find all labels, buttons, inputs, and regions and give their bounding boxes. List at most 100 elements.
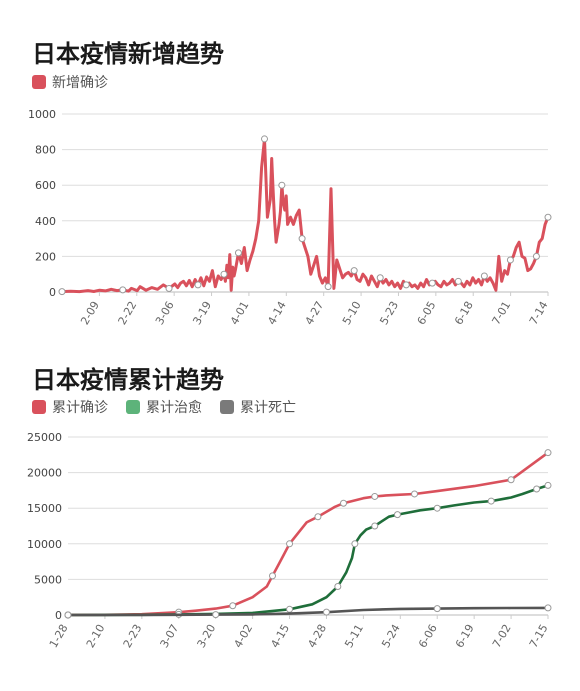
- data-point[interactable]: [433, 504, 441, 512]
- y-tick-label: 20000: [27, 467, 62, 480]
- data-point[interactable]: [278, 181, 286, 189]
- data-point[interactable]: [533, 485, 541, 493]
- data-point[interactable]: [371, 492, 379, 500]
- legend-label: 新增确诊: [52, 75, 108, 91]
- x-tick-label: 6-18: [452, 299, 476, 327]
- data-point[interactable]: [402, 281, 410, 289]
- data-point[interactable]: [324, 283, 332, 291]
- data-point[interactable]: [411, 490, 419, 498]
- chart-title: 日本疫情新增趋势: [32, 40, 224, 68]
- data-point[interactable]: [234, 249, 242, 257]
- data-point[interactable]: [314, 513, 322, 521]
- x-tick-label: 7-14: [527, 299, 551, 327]
- data-point[interactable]: [261, 135, 268, 143]
- legend-swatch: [220, 400, 234, 414]
- legend-swatch: [32, 400, 46, 414]
- y-tick-label: 25000: [27, 431, 62, 444]
- x-tick-label: 5-23: [377, 299, 401, 327]
- legend-swatch: [32, 75, 46, 89]
- chart-legend: 新增确诊: [32, 72, 108, 92]
- y-tick-label: 800: [35, 144, 56, 157]
- y-tick-label: 5000: [34, 573, 62, 586]
- chart-panel-cumulative: 日本疫情累计趋势 累计确诊 累计治愈 累计死亡 0 5000 10000 15000 200…: [0, 340, 580, 691]
- data-point[interactable]: [376, 274, 384, 282]
- data-point[interactable]: [480, 272, 488, 280]
- series-line: [66, 451, 550, 617]
- data-point[interactable]: [340, 499, 348, 507]
- legend-label: 累计确诊: [52, 400, 108, 416]
- x-tick-label: 2-23: [121, 622, 145, 650]
- x-tick-label: 5-10: [340, 299, 364, 327]
- x-tick-label: 7-02: [490, 622, 514, 650]
- chart-title: 日本疫情累计趋势: [32, 366, 224, 394]
- data-point[interactable]: [532, 252, 540, 260]
- data-point[interactable]: [544, 449, 552, 457]
- y-tick-label: 10000: [27, 538, 62, 551]
- data-point[interactable]: [165, 284, 173, 292]
- data-point[interactable]: [212, 611, 220, 619]
- data-point[interactable]: [544, 604, 552, 612]
- x-tick-label: 2-10: [84, 622, 108, 650]
- chart-legend: 累计确诊 累计治愈 累计死亡: [32, 397, 296, 417]
- data-point[interactable]: [544, 213, 552, 221]
- x-tick-label: 4-14: [265, 299, 289, 327]
- x-tick-label: 1-28: [47, 622, 71, 650]
- x-tick-label: 5-24: [379, 622, 403, 650]
- data-point[interactable]: [507, 476, 515, 484]
- data-point[interactable]: [286, 540, 294, 548]
- x-tick-label: 4-15: [268, 622, 292, 650]
- legend-item[interactable]: 累计治愈: [126, 397, 202, 417]
- chart-panel-daily: 日本疫情新增趋势 新增确诊 0 200 400 600 800 1000 2-09 2-22 3…: [0, 0, 580, 340]
- data-point[interactable]: [334, 583, 342, 591]
- y-tick-label: 1000: [28, 108, 56, 121]
- legend-item[interactable]: 新增确诊: [32, 72, 108, 92]
- data-point[interactable]: [454, 277, 462, 285]
- x-tick-label: 7-01: [489, 299, 513, 327]
- data-point[interactable]: [393, 511, 401, 519]
- x-tick-label: 3-20: [195, 622, 219, 650]
- x-tick-label: 2-09: [78, 299, 102, 327]
- x-tick-label: 7-15: [527, 622, 551, 650]
- y-tick-label: 15000: [27, 502, 62, 515]
- x-tick-label: 4-02: [231, 622, 255, 650]
- data-point[interactable]: [64, 611, 72, 619]
- x-tick-label: 5-11: [342, 622, 366, 650]
- y-tick-label: 200: [35, 250, 56, 263]
- legend-item[interactable]: 累计死亡: [220, 397, 296, 417]
- data-point[interactable]: [506, 256, 514, 264]
- series-line: [66, 484, 550, 617]
- x-tick-label: 3-19: [190, 299, 214, 327]
- data-point[interactable]: [322, 608, 330, 616]
- data-point[interactable]: [229, 602, 237, 610]
- x-tick-label: 6-19: [453, 622, 477, 650]
- legend-label: 累计治愈: [146, 400, 202, 416]
- x-tick-label: 4-27: [303, 299, 327, 327]
- data-point[interactable]: [298, 235, 306, 243]
- data-point[interactable]: [428, 279, 436, 287]
- data-point[interactable]: [433, 605, 441, 613]
- data-point[interactable]: [544, 481, 552, 489]
- data-point[interactable]: [286, 605, 294, 613]
- legend-swatch: [126, 400, 140, 414]
- data-point[interactable]: [350, 267, 358, 275]
- data-point[interactable]: [268, 572, 276, 580]
- data-point[interactable]: [58, 288, 66, 296]
- y-tick-label: 0: [49, 286, 56, 299]
- data-point[interactable]: [487, 497, 495, 505]
- x-tick-label: 3-07: [158, 622, 182, 650]
- x-tick-label: 3-06: [153, 299, 177, 327]
- y-tick-label: 600: [35, 179, 56, 192]
- y-tick-label: 400: [35, 215, 56, 228]
- x-tick-label: 6-05: [415, 299, 439, 327]
- data-point[interactable]: [351, 540, 359, 548]
- x-tick-label: 4-28: [305, 622, 329, 650]
- data-point[interactable]: [194, 281, 202, 289]
- data-point[interactable]: [371, 522, 379, 530]
- data-point[interactable]: [119, 286, 127, 294]
- legend-item[interactable]: 累计确诊: [32, 397, 108, 417]
- legend-label: 累计死亡: [240, 400, 296, 416]
- data-point[interactable]: [220, 270, 228, 278]
- x-tick-label: 2-22: [116, 299, 140, 327]
- chart-plot-cumulative: 0 5000 10000 15000 20000 25000 1-28 2-10 2-23 3-0…: [27, 431, 552, 650]
- series-line: [60, 137, 550, 294]
